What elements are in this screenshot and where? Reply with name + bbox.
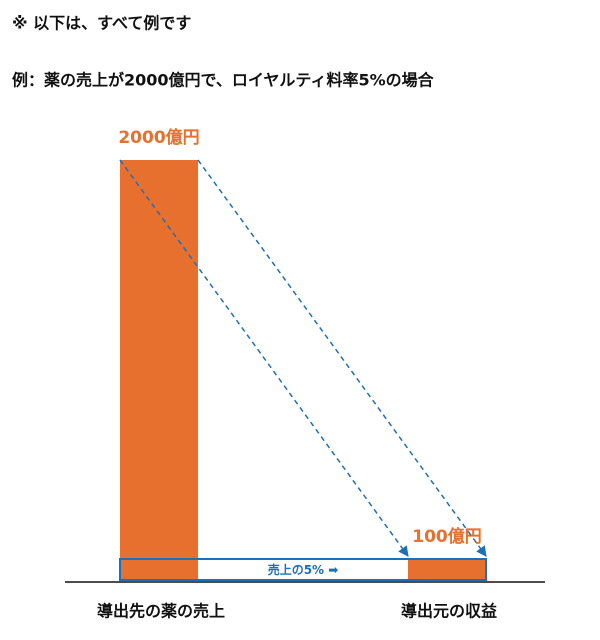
- dashed-arrow: [197, 159, 487, 557]
- share-box: [119, 558, 487, 581]
- x-tick-label: 導出先の薬の売上: [97, 602, 225, 621]
- value-label: 100億円: [412, 526, 482, 547]
- dashed-arrow: [119, 159, 409, 557]
- bar: [408, 559, 486, 580]
- x-tick-label: 導出元の収益: [401, 602, 497, 621]
- chart-title: 例：薬の売上が2000億円で、ロイヤルティ料率5%の場合: [12, 71, 435, 90]
- bar: [120, 160, 198, 580]
- notice: ※ 以下は、すべて例です: [12, 14, 191, 33]
- annotation: 売上の5% ➡: [268, 562, 339, 577]
- value-label: 2000億円: [118, 127, 199, 148]
